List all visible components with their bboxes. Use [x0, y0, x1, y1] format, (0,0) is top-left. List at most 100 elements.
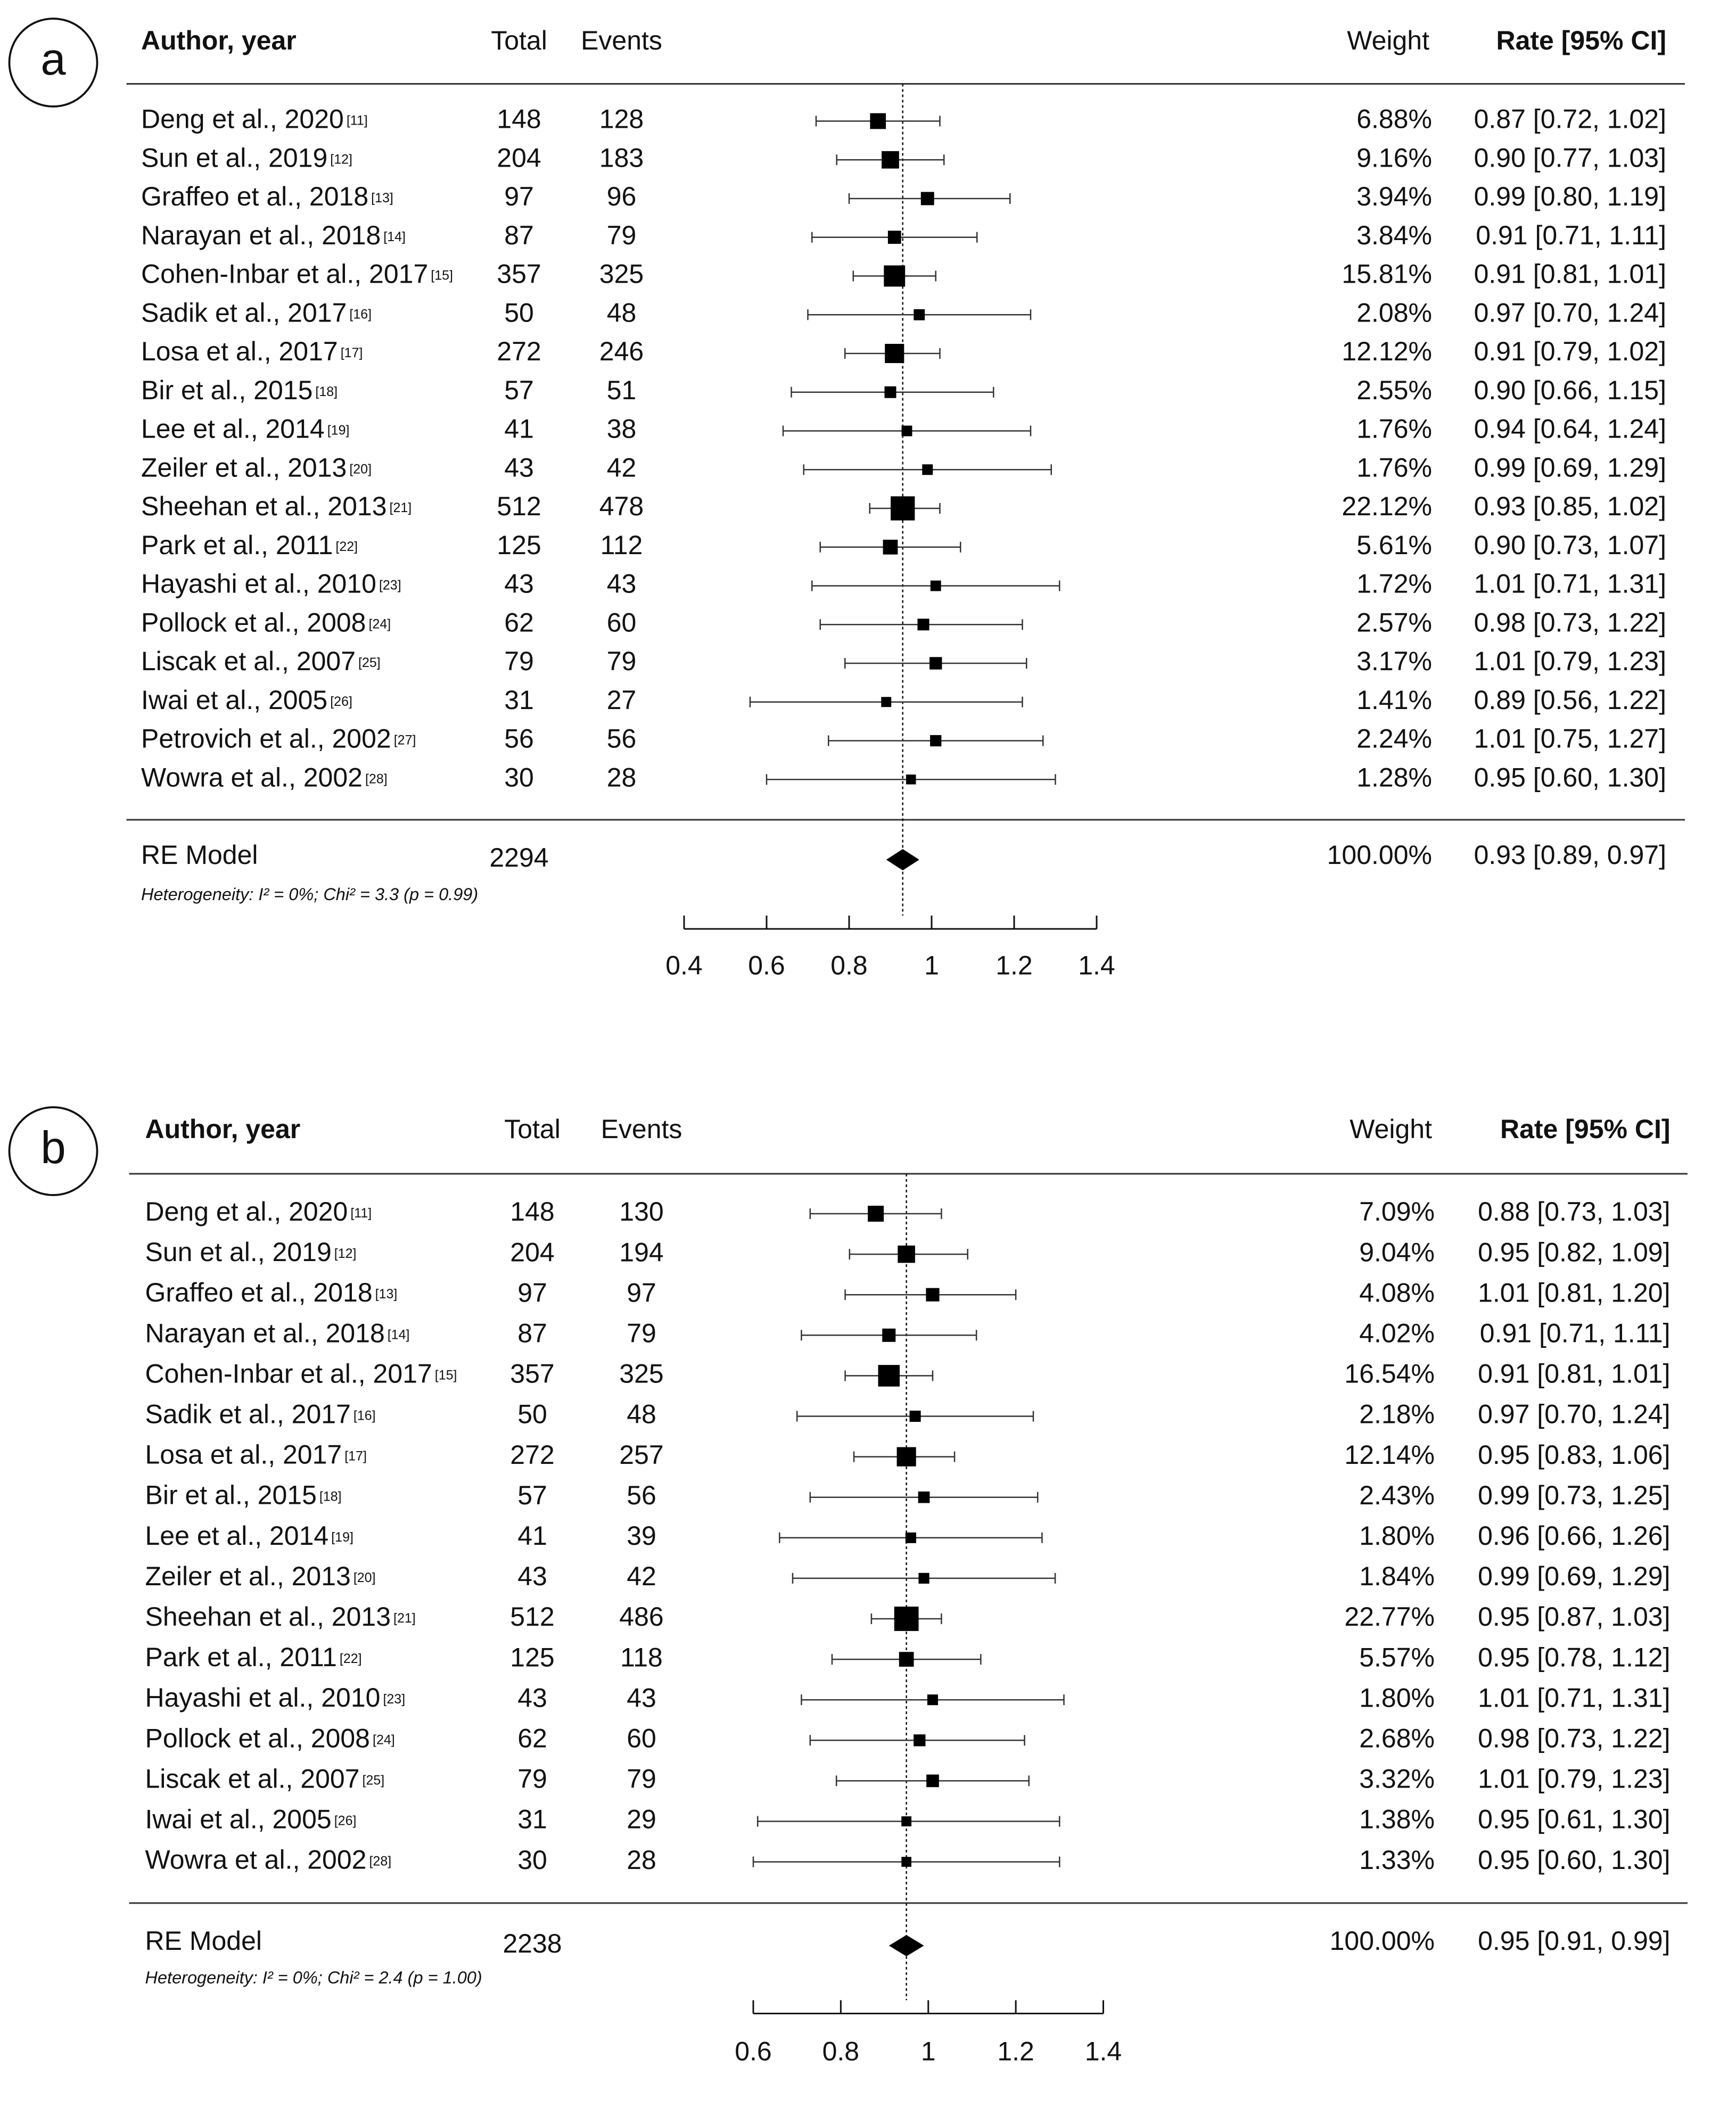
- panel-label: a: [40, 34, 66, 85]
- rate: 1.01 [0.71, 1.31]: [1478, 1683, 1670, 1712]
- study-label: Iwai et al., 2005 [26]: [145, 1805, 357, 1834]
- rate: 0.99 [0.80, 1.19]: [1474, 182, 1666, 211]
- author: Liscak et al., 2007: [145, 1764, 360, 1794]
- events: 29: [627, 1805, 656, 1834]
- point-estimate: [885, 343, 904, 364]
- events: 43: [627, 1683, 656, 1712]
- events: 48: [607, 298, 637, 327]
- reference: [21]: [393, 1611, 416, 1626]
- total: 43: [504, 452, 534, 482]
- total: 79: [517, 1764, 547, 1794]
- rate: 1.01 [0.75, 1.27]: [1474, 724, 1666, 754]
- study-label: Sadik et al., 2017 [16]: [145, 1399, 376, 1429]
- author: Park et al., 2011: [145, 1642, 337, 1672]
- panel-label: b: [40, 1123, 65, 1173]
- total: 43: [517, 1561, 547, 1591]
- events: 325: [599, 259, 644, 289]
- events: 48: [627, 1399, 656, 1429]
- events: 325: [619, 1359, 663, 1389]
- total: 41: [504, 414, 534, 444]
- reference: [22]: [335, 539, 358, 554]
- study-label: Zeiler et al., 2013 [20]: [141, 452, 372, 482]
- point-estimate: [884, 386, 896, 398]
- total: 31: [504, 685, 534, 715]
- weight: 1.41%: [1356, 685, 1432, 715]
- point-estimate: [929, 657, 942, 670]
- header: Events: [601, 1114, 682, 1144]
- study-label: Sheehan et al., 2013 [21]: [141, 491, 412, 521]
- author: Cohen-Inbar et al., 2017: [141, 259, 428, 289]
- reference: [28]: [369, 1854, 391, 1868]
- total: 97: [504, 182, 534, 211]
- author: Iwai et al., 2005: [141, 685, 327, 715]
- rate: 0.94 [0.64, 1.24]: [1474, 414, 1666, 444]
- point-estimate: [905, 1532, 916, 1543]
- point-estimate: [884, 265, 906, 287]
- weight: 3.94%: [1356, 182, 1432, 211]
- events: 38: [607, 414, 637, 444]
- summary-diamond: [888, 1935, 924, 1956]
- author: Hayashi et al., 2010: [145, 1683, 381, 1712]
- total: 50: [504, 298, 534, 327]
- point-estimate: [918, 1572, 929, 1584]
- total: 357: [497, 259, 541, 289]
- weight: 2.57%: [1356, 607, 1432, 637]
- events: 39: [627, 1521, 656, 1551]
- study-label: Deng et al., 2020 [11]: [141, 104, 368, 134]
- reference: [23]: [379, 578, 401, 592]
- rate: 0.95 [0.60, 1.30]: [1474, 762, 1666, 792]
- point-estimate: [881, 697, 892, 707]
- study-label: Cohen-Inbar et al., 2017 [15]: [141, 259, 453, 289]
- study-label: Park et al., 2011 [22]: [145, 1642, 362, 1672]
- point-estimate: [901, 1857, 911, 1867]
- panel-circle: [8, 18, 98, 108]
- reference: [19]: [327, 423, 350, 438]
- weight: 4.08%: [1359, 1278, 1435, 1307]
- events: 96: [607, 182, 637, 211]
- reference: [20]: [353, 1570, 376, 1585]
- weight: 1.80%: [1359, 1683, 1435, 1712]
- point-estimate: [917, 619, 929, 631]
- header: Weight: [1350, 1114, 1432, 1144]
- study-label: Bir et al., 2015 [18]: [145, 1480, 342, 1510]
- study-label: Wowra et al., 2002 [28]: [141, 762, 388, 792]
- weight: 9.16%: [1356, 143, 1432, 172]
- total: 512: [497, 491, 541, 521]
- rate: 0.97 [0.70, 1.24]: [1478, 1399, 1670, 1429]
- total: 57: [504, 375, 534, 405]
- rate: 0.91 [0.79, 1.02]: [1474, 336, 1666, 366]
- x-tick-label: 1.2: [995, 951, 1033, 981]
- events: 478: [599, 491, 644, 521]
- events: 246: [599, 336, 644, 366]
- total: 50: [517, 1399, 547, 1429]
- events: 128: [599, 104, 644, 134]
- rate: 1.01 [0.81, 1.20]: [1478, 1278, 1670, 1307]
- rate: 0.91 [0.81, 1.01]: [1474, 259, 1666, 289]
- point-estimate: [899, 1652, 914, 1667]
- rate: 0.95 [0.60, 1.30]: [1478, 1845, 1670, 1875]
- rate: 0.91 [0.71, 1.11]: [1476, 220, 1666, 250]
- study-label: Sheehan et al., 2013 [21]: [145, 1602, 416, 1632]
- reference: [18]: [315, 384, 338, 399]
- weight: 3.17%: [1356, 646, 1432, 676]
- author: Graffeo et al., 2018: [141, 182, 368, 211]
- study-label: Pollock et al., 2008 [24]: [141, 607, 391, 637]
- rate: 1.01 [0.79, 1.23]: [1474, 646, 1666, 676]
- events: 486: [619, 1602, 663, 1632]
- total: 62: [504, 607, 534, 637]
- total: 87: [517, 1319, 547, 1348]
- weight: 6.88%: [1356, 104, 1432, 134]
- point-estimate: [927, 1694, 938, 1706]
- author: Wowra et al., 2002: [141, 762, 363, 792]
- rate: 0.95 [0.82, 1.09]: [1478, 1237, 1670, 1267]
- point-estimate: [914, 309, 925, 320]
- rate: 0.99 [0.69, 1.29]: [1474, 452, 1666, 482]
- weight: 2.68%: [1359, 1724, 1435, 1753]
- weight: 2.18%: [1359, 1399, 1435, 1429]
- study-label: Losa et al., 2017 [17]: [141, 336, 363, 366]
- total: 148: [510, 1197, 554, 1226]
- reference: [21]: [390, 500, 412, 515]
- weight: 5.61%: [1356, 530, 1432, 560]
- weight: 1.76%: [1356, 414, 1432, 444]
- total: 30: [504, 762, 534, 792]
